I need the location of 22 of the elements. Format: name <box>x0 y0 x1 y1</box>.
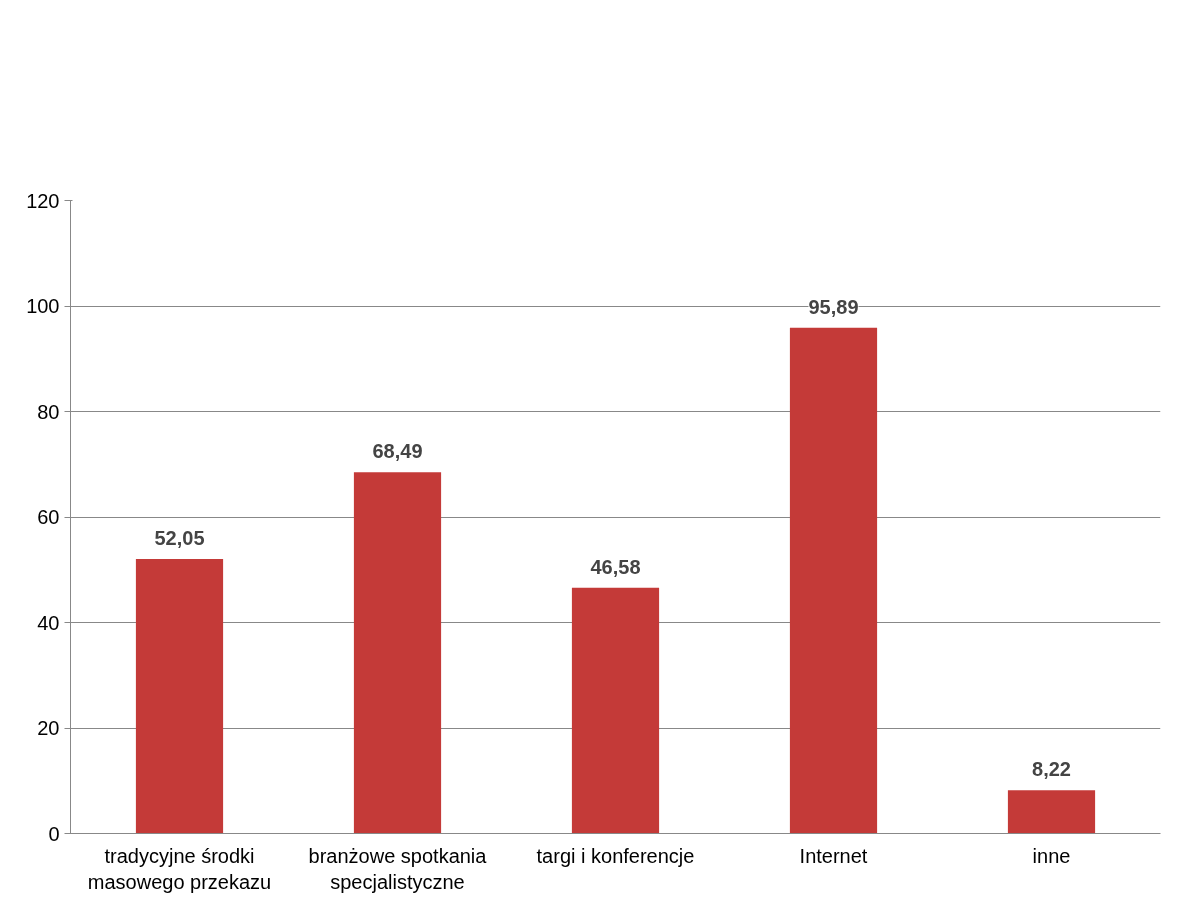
bar <box>789 327 878 834</box>
x-tick-label: inne <box>1032 844 1071 867</box>
bar <box>353 472 442 834</box>
y-tick-label: 0 <box>48 822 60 845</box>
data-label: 68,49 <box>372 440 423 463</box>
y-tick-label: 120 <box>26 189 60 212</box>
y-tick-label: 40 <box>37 611 60 634</box>
y-tick-label: 20 <box>37 717 60 739</box>
y-tick-label: 80 <box>37 400 60 423</box>
bar <box>571 587 660 834</box>
bar <box>135 558 224 834</box>
y-tick-label: 100 <box>26 295 60 317</box>
x-tick-label: targi i konferencje <box>536 844 695 867</box>
bar <box>1007 790 1096 834</box>
data-label: 52,05 <box>154 526 205 549</box>
data-label: 8,22 <box>1032 758 1071 781</box>
x-tick-label: branżowe spotkania specjalistyczne <box>308 844 488 893</box>
data-label: 46,58 <box>590 555 641 578</box>
x-tick-label: tradycyjne środki masowego przekazu <box>87 844 272 893</box>
data-label: 95,89 <box>808 295 859 318</box>
y-tick-label: 60 <box>37 506 60 528</box>
x-tick-label: Internet <box>799 844 868 867</box>
